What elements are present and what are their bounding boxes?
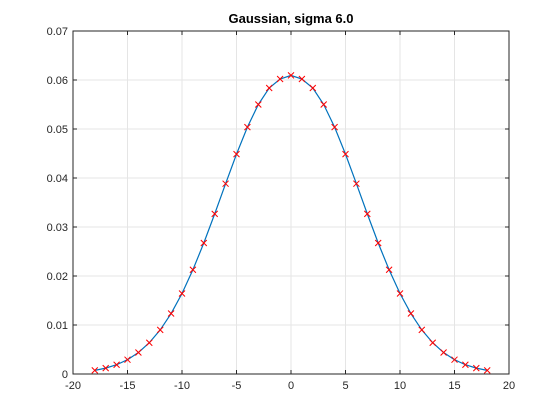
x-tick-label: -15 (120, 380, 136, 392)
chart-title: Gaussian, sigma 6.0 (228, 11, 353, 26)
y-tick-label: 0.02 (47, 271, 68, 283)
data-point-marker (200, 239, 208, 247)
data-point-marker (287, 72, 295, 79)
data-point-marker (298, 75, 306, 83)
data-point-marker (244, 123, 251, 131)
data-point-marker (233, 150, 240, 158)
x-tick-label: 20 (503, 380, 515, 392)
y-tick-label: 0.06 (47, 75, 68, 87)
data-point-marker (342, 150, 349, 158)
data-point-marker (396, 290, 404, 297)
y-tick-label: 0 (62, 369, 68, 381)
data-point-marker (211, 210, 219, 218)
x-tick-label: -20 (65, 380, 81, 392)
ticks: -20 -15 -10 -5 0 5 10 15 20 0 0.01 0.02 0.03 0.04 0.05… (47, 26, 516, 392)
x-tick-label: -10 (174, 380, 190, 392)
data-point-marker (113, 361, 120, 369)
data-point-marker (440, 349, 447, 356)
x-tick-label: 0 (288, 380, 294, 392)
data-point-marker (407, 310, 415, 317)
y-tick-label: 0.01 (47, 320, 68, 332)
data-point-marker (429, 339, 437, 347)
data-point-marker (254, 101, 262, 108)
data-point-marker (135, 349, 142, 356)
data-point-marker (462, 361, 469, 369)
data-point-marker (309, 84, 317, 92)
x-tick-label: -5 (232, 380, 242, 392)
data-point-marker (374, 239, 382, 247)
x-tick-label: 10 (394, 380, 406, 392)
data-point-marker (483, 367, 491, 374)
data-point-marker (451, 356, 458, 364)
data-point-marker (178, 290, 186, 297)
y-tick-label: 0.05 (47, 124, 68, 136)
data-point-marker (385, 266, 393, 274)
y-tick-label: 0.07 (47, 26, 68, 38)
data-point-marker (167, 310, 175, 317)
data-point-marker (320, 101, 328, 108)
data-point-marker (472, 364, 480, 372)
y-tick-label: 0.03 (47, 222, 68, 234)
data-point-marker (124, 356, 131, 364)
grid (72, 30, 510, 375)
data-point-marker (353, 180, 360, 188)
data-point-marker (91, 367, 99, 374)
data-point-marker (145, 339, 153, 347)
data-point-marker (276, 75, 284, 83)
data-point-marker (363, 210, 371, 218)
x-tick-label: 5 (342, 380, 348, 392)
data-point-marker (102, 364, 110, 372)
data-point-marker (189, 266, 197, 274)
data-point-marker (222, 180, 229, 188)
plot-area (91, 72, 491, 374)
y-tick-label: 0.04 (47, 173, 68, 185)
x-tick-label: 15 (448, 380, 460, 392)
data-point-marker (265, 84, 273, 92)
data-point-marker (418, 326, 426, 334)
data-point-marker (331, 123, 338, 131)
data-point-marker (156, 326, 164, 334)
